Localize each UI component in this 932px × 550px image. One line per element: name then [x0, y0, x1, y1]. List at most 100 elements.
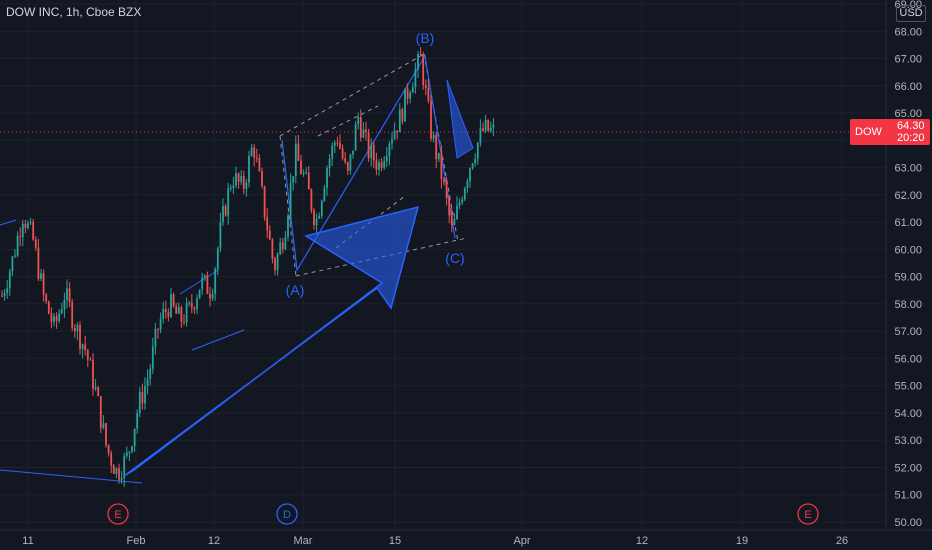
- time-tick-label: 15: [389, 535, 401, 547]
- time-tick-label: 12: [636, 535, 648, 547]
- candle-body: [175, 305, 178, 314]
- earnings-marker[interactable]: [797, 503, 819, 525]
- big-up-arrow[interactable]: [123, 205, 420, 477]
- price-tick-label: 61.00: [894, 217, 922, 229]
- candle-body: [58, 313, 61, 321]
- candle-body: [201, 277, 204, 290]
- candle-body: [170, 294, 172, 317]
- candle-body: [489, 127, 492, 132]
- trend-line-left-top[interactable]: [0, 219, 17, 226]
- candle-body: [274, 258, 276, 271]
- price-tick-label: 66.00: [894, 81, 922, 93]
- candle-body: [209, 293, 211, 299]
- earnings-marker[interactable]: [107, 503, 129, 525]
- wave-channel-lower[interactable]: [295, 237, 468, 277]
- candle-body: [71, 301, 74, 328]
- candle-body: [154, 328, 157, 347]
- candle-body: [219, 221, 222, 249]
- candle-body: [466, 181, 469, 189]
- dividend-marker[interactable]: [276, 503, 298, 525]
- candle-body: [40, 273, 42, 279]
- candle-body: [6, 288, 9, 294]
- candle-body: [151, 346, 154, 369]
- candle-body: [136, 413, 139, 429]
- candle-body: [297, 143, 300, 161]
- candle-body: [328, 158, 331, 169]
- candle-body: [66, 288, 68, 301]
- last-price-label: DOW 64.30 20:20: [850, 119, 930, 146]
- candle-body: [263, 186, 266, 218]
- candle-body: [276, 254, 279, 271]
- candle-body: [448, 197, 451, 216]
- arrow-drawings[interactable]: [123, 79, 474, 477]
- price-tick-label: 52.00: [894, 462, 922, 474]
- candle-body: [409, 92, 412, 99]
- candle-body: [469, 168, 471, 182]
- abc-wave-line[interactable]: [281, 54, 456, 272]
- candle-body: [471, 163, 474, 169]
- candle-body: [279, 242, 282, 255]
- event-marker-label: D: [283, 509, 291, 521]
- candle-body: [21, 223, 24, 238]
- candle-body: [458, 202, 461, 206]
- candle-body: [349, 154, 352, 171]
- flag-channel-top[interactable]: [179, 269, 219, 295]
- candle-body: [242, 176, 245, 189]
- candle-body: [294, 143, 297, 177]
- candle-body: [370, 144, 373, 159]
- candle-body: [53, 316, 55, 323]
- wave-channel-left[interactable]: [279, 135, 297, 277]
- time-tick-label: Apr: [513, 535, 530, 547]
- candle-body: [159, 318, 162, 330]
- candle-body: [250, 147, 253, 156]
- time-tick-label: Mar: [294, 535, 313, 547]
- candle-body: [105, 423, 107, 445]
- candle-body: [357, 116, 360, 125]
- flag-channel-bottom[interactable]: [191, 329, 245, 351]
- candle-body: [271, 239, 274, 259]
- currency-button[interactable]: USD: [896, 5, 926, 22]
- candle-body: [453, 218, 456, 226]
- candle-body: [63, 300, 66, 310]
- candle-body: [284, 236, 287, 250]
- candle-body: [248, 155, 250, 183]
- candle-body: [383, 160, 386, 168]
- price-tick-label: 62.00: [894, 190, 922, 202]
- candle-body: [339, 142, 341, 149]
- price-tick-label: 65.00: [894, 108, 922, 120]
- candle-body: [3, 293, 6, 296]
- time-axis[interactable]: 11 Feb 12 Mar 15 Apr 12 19 26: [22, 535, 848, 547]
- candle-body: [362, 129, 365, 138]
- time-tick-label: 11: [22, 535, 33, 547]
- candle-body: [331, 145, 334, 159]
- price-tag-countdown: 20:20: [897, 132, 925, 145]
- candle-body: [211, 293, 214, 299]
- candle-body: [307, 172, 310, 190]
- candle-body: [1, 295, 3, 297]
- small-triangle-drawing[interactable]: [446, 79, 474, 159]
- trend-line-left-bottom[interactable]: [0, 469, 143, 484]
- candle-body: [177, 307, 180, 314]
- candle-body: [474, 158, 477, 164]
- candle-body: [326, 168, 328, 189]
- candle-body: [396, 130, 399, 133]
- candle-body: [401, 109, 404, 122]
- candle-body: [60, 309, 63, 314]
- wave-label-a: (A): [286, 282, 305, 298]
- time-tick-label: 19: [736, 535, 748, 547]
- candle-body: [310, 189, 313, 211]
- candle-body: [123, 456, 126, 479]
- candle-body: [302, 172, 305, 174]
- candle-body: [102, 423, 105, 429]
- candle-body: [359, 116, 362, 138]
- price-axis[interactable]: 69.0068.0067.0066.0065.0064.0063.0062.00…: [894, 0, 922, 529]
- symbol-title[interactable]: DOW INC, 1h, Cboe BZX: [6, 5, 142, 19]
- wave-channel-upper[interactable]: [279, 53, 425, 137]
- time-tick-label: 26: [836, 535, 848, 547]
- wave-channel-mid-upper[interactable]: [317, 105, 379, 137]
- candle-body: [258, 158, 261, 172]
- candle-body: [352, 150, 354, 155]
- candle-body: [50, 313, 53, 323]
